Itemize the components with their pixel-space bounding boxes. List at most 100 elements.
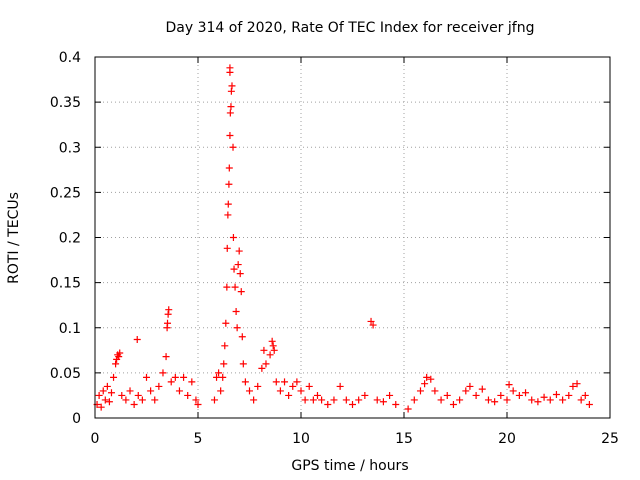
data-point xyxy=(226,64,234,72)
data-point xyxy=(192,396,200,404)
data-point xyxy=(276,387,284,395)
x-tick-label: 5 xyxy=(194,431,203,447)
data-point xyxy=(184,391,192,399)
data-point xyxy=(164,319,172,327)
data-point xyxy=(234,261,242,269)
data-point xyxy=(423,373,431,381)
data-point xyxy=(449,400,457,408)
y-tick-label: 0.05 xyxy=(50,366,81,382)
data-point xyxy=(577,396,585,404)
data-point xyxy=(336,382,344,390)
data-point xyxy=(227,87,235,95)
data-points xyxy=(93,64,593,413)
data-point xyxy=(130,400,138,408)
data-point xyxy=(565,391,573,399)
data-point xyxy=(224,211,232,219)
y-tick-labels: 0 0.05 0.1 0.15 0.2 0.25 0.3 0.35 0.4 xyxy=(50,50,81,427)
data-point xyxy=(509,387,517,395)
data-point xyxy=(569,382,577,390)
data-point xyxy=(188,378,196,386)
data-point xyxy=(107,389,115,397)
data-point xyxy=(217,387,225,395)
y-tick-label: 0.2 xyxy=(59,231,81,247)
chart-title: Day 314 of 2020, Rate Of TEC Index for r… xyxy=(166,20,535,36)
data-point xyxy=(241,378,249,386)
data-point xyxy=(112,360,120,368)
data-point xyxy=(437,396,445,404)
data-point xyxy=(223,283,231,291)
data-point xyxy=(164,310,172,318)
data-point xyxy=(226,132,234,140)
data-point xyxy=(355,396,363,404)
plot-frame xyxy=(94,56,611,419)
y-tick-label: 0.35 xyxy=(50,95,81,111)
data-point xyxy=(431,387,439,395)
data-point xyxy=(165,306,173,314)
data-point xyxy=(228,82,236,90)
data-point xyxy=(369,321,377,329)
data-point xyxy=(229,143,237,151)
data-point xyxy=(159,369,167,377)
data-point xyxy=(95,391,103,399)
data-point xyxy=(155,382,163,390)
data-point xyxy=(552,391,560,399)
data-point xyxy=(167,378,175,386)
data-point xyxy=(466,382,474,390)
data-point xyxy=(222,319,230,327)
data-point xyxy=(138,396,146,404)
data-point xyxy=(219,373,227,381)
data-point xyxy=(305,382,313,390)
x-tick-label: 15 xyxy=(395,431,413,447)
data-point xyxy=(233,324,241,332)
data-point xyxy=(289,382,297,390)
data-point xyxy=(126,387,134,395)
data-point xyxy=(546,396,554,404)
data-point xyxy=(246,387,253,395)
data-point xyxy=(585,400,593,408)
data-point xyxy=(122,396,130,404)
data-point xyxy=(110,373,118,381)
x-tick-labels: 0 5 10 15 20 25 xyxy=(91,431,619,447)
data-point xyxy=(116,349,124,357)
data-point xyxy=(522,389,530,397)
data-point xyxy=(115,353,123,361)
data-point xyxy=(105,398,113,406)
data-point xyxy=(229,234,237,241)
data-point xyxy=(313,391,321,399)
data-point xyxy=(225,164,233,172)
data-point xyxy=(230,265,238,273)
data-point xyxy=(443,391,451,399)
data-point xyxy=(231,283,239,291)
tick-marks xyxy=(94,56,611,419)
data-point xyxy=(379,398,387,406)
data-point xyxy=(260,346,268,354)
y-tick-label: 0.3 xyxy=(59,140,81,156)
x-tick-label: 25 xyxy=(601,431,619,447)
data-point xyxy=(497,391,505,399)
data-point xyxy=(224,200,232,208)
data-point xyxy=(540,393,548,401)
data-point xyxy=(258,364,266,372)
data-point xyxy=(349,400,356,408)
data-point xyxy=(342,396,350,404)
data-point xyxy=(162,353,170,361)
data-point xyxy=(421,380,429,388)
data-point xyxy=(318,396,326,404)
data-point xyxy=(236,270,244,278)
data-point xyxy=(285,391,293,399)
data-point xyxy=(134,391,142,399)
data-point xyxy=(330,396,338,404)
data-point xyxy=(215,369,223,377)
data-point xyxy=(269,342,277,350)
data-point xyxy=(324,400,332,408)
data-point xyxy=(410,396,418,404)
data-point xyxy=(301,396,309,404)
data-point xyxy=(367,317,375,325)
data-point xyxy=(194,400,202,408)
data-point xyxy=(491,398,499,406)
data-point xyxy=(515,391,523,399)
data-point xyxy=(250,396,258,404)
data-point xyxy=(505,381,513,389)
data-point xyxy=(147,387,155,395)
